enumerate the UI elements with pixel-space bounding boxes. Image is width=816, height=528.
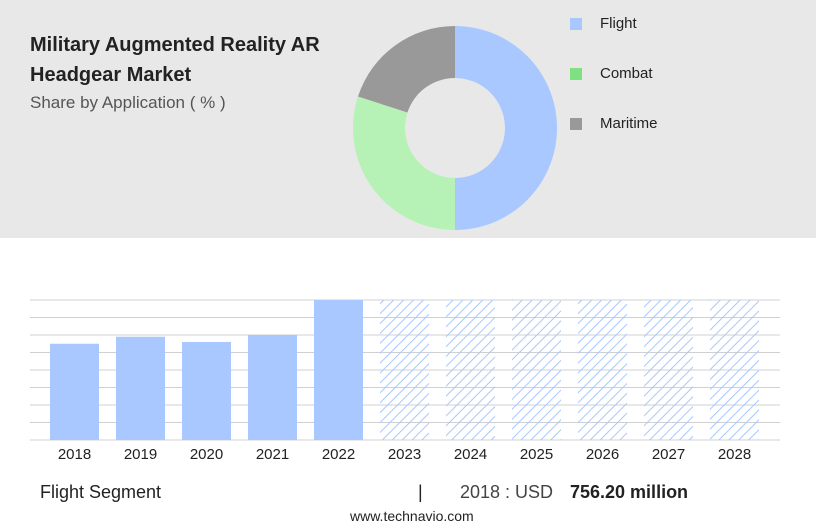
pie-slice bbox=[353, 96, 455, 230]
forecast-placeholder bbox=[446, 300, 495, 440]
x-tick-label: 2023 bbox=[388, 446, 421, 463]
segment-label: Flight Segment bbox=[40, 482, 162, 502]
forecast-placeholder bbox=[380, 300, 429, 440]
forecast-placeholder bbox=[578, 300, 627, 440]
forecast-placeholder bbox=[710, 300, 759, 440]
forecast-placeholder bbox=[644, 300, 693, 440]
bar bbox=[50, 343, 99, 440]
title: Military Augmented Reality AR Headgear M… bbox=[30, 34, 320, 86]
source: www.technavio.com bbox=[350, 508, 474, 524]
forecast-placeholder bbox=[512, 300, 561, 440]
x-tick-label: 2026 bbox=[586, 446, 619, 463]
legend-swatch bbox=[570, 68, 582, 80]
subtitle: Share by Application ( % ) bbox=[30, 93, 226, 112]
legend-swatch bbox=[570, 18, 582, 30]
legend-label: Maritime bbox=[600, 115, 658, 132]
x-tick-label: 2025 bbox=[520, 446, 553, 463]
separator: | bbox=[418, 482, 423, 502]
bar bbox=[314, 300, 363, 440]
x-tick-label: 2018 bbox=[58, 446, 91, 463]
x-tick-label: 2019 bbox=[124, 446, 157, 463]
x-tick-label: 2024 bbox=[454, 446, 487, 463]
year-label: 2018 : USD bbox=[460, 482, 554, 502]
x-tick-label: 2028 bbox=[718, 446, 751, 463]
bar bbox=[116, 336, 165, 440]
legend-swatch bbox=[570, 118, 582, 130]
x-tick-label: 2021 bbox=[256, 446, 289, 463]
x-tick-label: 2027 bbox=[652, 446, 685, 463]
pie-slice bbox=[357, 26, 455, 113]
bar bbox=[248, 335, 297, 440]
x-tick-label: 2020 bbox=[190, 446, 223, 463]
x-tick-label: 2022 bbox=[322, 446, 355, 463]
legend-label: Combat bbox=[600, 65, 653, 82]
value-label: 756.20 million bbox=[570, 482, 689, 502]
legend-label: Flight bbox=[600, 15, 638, 32]
bar bbox=[182, 342, 231, 440]
pie-slice bbox=[455, 26, 557, 230]
